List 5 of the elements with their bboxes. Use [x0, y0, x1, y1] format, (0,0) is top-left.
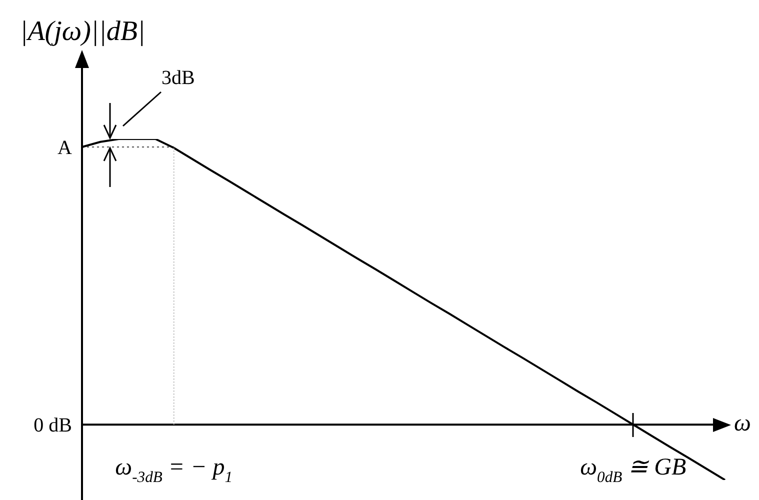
text: 3dB	[162, 67, 195, 89]
text: 0 dB	[34, 414, 72, 437]
y-axis-title: |A(jω)||dB|	[20, 16, 146, 47]
x-axis-title: ω	[734, 410, 751, 437]
text: A	[58, 136, 73, 159]
